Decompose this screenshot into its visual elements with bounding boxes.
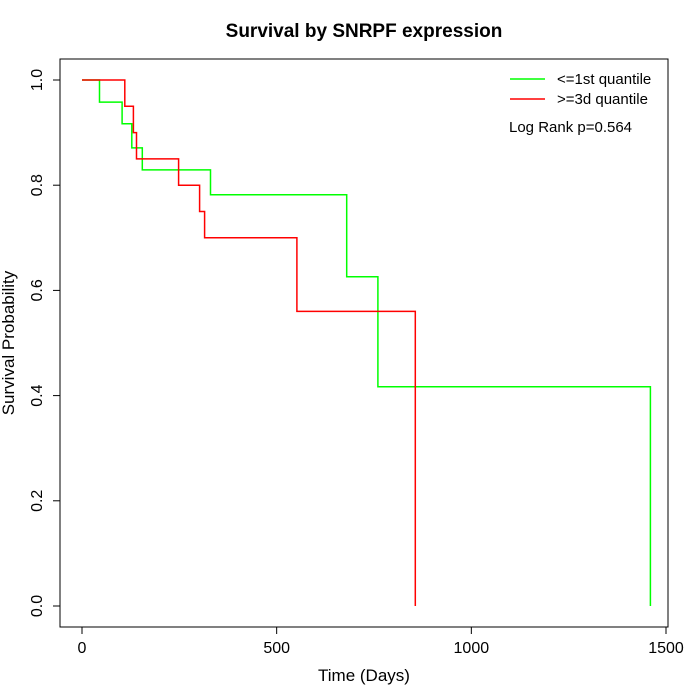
x-tick-label: 500 xyxy=(263,640,290,657)
y-tick-label: 0.2 xyxy=(29,490,46,512)
legend: <=1st quantile >=3d quantile xyxy=(510,71,651,108)
y-axis-label: Survival Probability xyxy=(0,270,18,415)
x-tick-label: 1500 xyxy=(648,640,684,657)
x-tick-label: 1000 xyxy=(454,640,490,657)
series-layer xyxy=(82,79,652,606)
plot-frame xyxy=(59,58,669,628)
y-tick-label: 0.6 xyxy=(29,279,46,301)
y-tick-label: 0.0 xyxy=(29,595,46,617)
legend-label-1: >=3d quantile xyxy=(557,91,648,108)
log-rank-annotation: Log Rank p=0.564 xyxy=(509,119,632,136)
y-tick-label: 0.8 xyxy=(29,174,46,196)
chart-title: Survival by SNRPF expression xyxy=(226,21,503,42)
series-line-0 xyxy=(82,79,652,606)
x-axis-label: Time (Days) xyxy=(318,666,410,685)
y-tick-label: 1.0 xyxy=(29,69,46,91)
y-tick-label: 0.4 xyxy=(29,384,46,406)
x-tick-label: 0 xyxy=(78,640,87,657)
legend-label-0: <=1st quantile xyxy=(557,71,651,88)
y-axis: 0.0 0.2 0.4 0.6 0.8 1.0 xyxy=(29,69,61,617)
series-line-1 xyxy=(82,79,417,606)
x-axis: 0 500 1000 1500 xyxy=(78,626,684,657)
